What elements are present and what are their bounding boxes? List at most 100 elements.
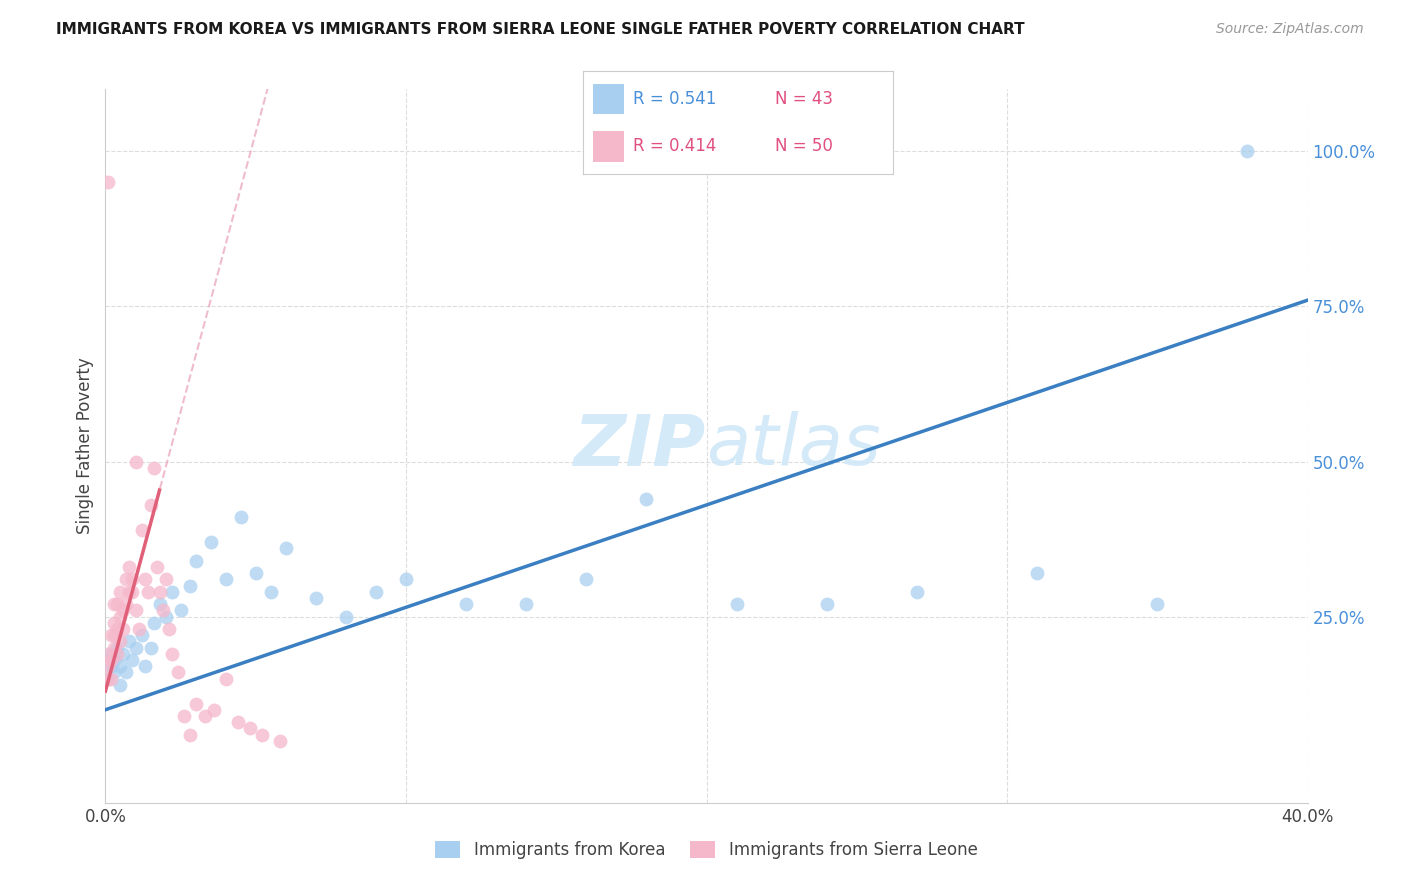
Point [179, 579, 201, 593]
Point [905, 584, 928, 599]
Point [139, 640, 162, 655]
Point [152, 603, 174, 617]
Point [166, 665, 188, 680]
Point [134, 573, 156, 587]
Point [173, 709, 195, 723]
Point [131, 628, 153, 642]
Text: R = 0.414: R = 0.414 [633, 137, 716, 155]
Point [145, 560, 167, 574]
Point [454, 597, 477, 611]
Point [160, 647, 183, 661]
Point [100, 672, 122, 686]
Point [136, 584, 159, 599]
Point [97, 647, 120, 661]
Text: N = 50: N = 50 [775, 137, 834, 155]
Point [815, 597, 838, 611]
Point [194, 709, 217, 723]
Point [110, 584, 132, 599]
Point [148, 597, 170, 611]
Point [139, 498, 162, 512]
Point [395, 573, 418, 587]
Point [124, 603, 146, 617]
Point [112, 622, 135, 636]
Point [335, 609, 357, 624]
Point [202, 703, 225, 717]
Point [1236, 145, 1258, 159]
Point [121, 573, 143, 587]
Point [110, 659, 132, 673]
Point [200, 535, 222, 549]
Point [245, 566, 267, 581]
Point [157, 622, 180, 636]
Point [103, 597, 125, 611]
Point [110, 609, 132, 624]
Point [229, 510, 252, 524]
Point [118, 634, 141, 648]
Point [515, 597, 537, 611]
Point [131, 523, 153, 537]
Point [112, 603, 135, 617]
Legend: Immigrants from Korea, Immigrants from Sierra Leone: Immigrants from Korea, Immigrants from S… [429, 834, 984, 866]
Text: atlas: atlas [707, 411, 882, 481]
Point [128, 622, 150, 636]
Point [100, 659, 122, 673]
Bar [593, 131, 624, 161]
Point [142, 615, 165, 630]
Text: IMMIGRANTS FROM KOREA VS IMMIGRANTS FROM SIERRA LEONE SINGLE FATHER POVERTY CORR: IMMIGRANTS FROM KOREA VS IMMIGRANTS FROM… [56, 22, 1025, 37]
Point [103, 665, 125, 680]
Point [97, 672, 120, 686]
Point [115, 573, 138, 587]
Point [100, 653, 122, 667]
Point [155, 573, 177, 587]
Point [112, 647, 135, 661]
Point [100, 647, 122, 661]
Point [725, 597, 748, 611]
Point [124, 454, 146, 468]
Point [155, 609, 177, 624]
Text: R = 0.541: R = 0.541 [633, 90, 716, 108]
Point [115, 665, 138, 680]
Point [636, 491, 658, 506]
Point [179, 727, 201, 741]
Point [148, 584, 170, 599]
Text: N = 43: N = 43 [775, 90, 834, 108]
Point [110, 634, 132, 648]
Y-axis label: Single Father Poverty: Single Father Poverty [76, 358, 94, 534]
Point [115, 597, 138, 611]
Point [184, 554, 207, 568]
Point [169, 603, 191, 617]
Point [1026, 566, 1049, 581]
Point [142, 460, 165, 475]
Point [184, 697, 207, 711]
Point [214, 573, 236, 587]
Text: Source: ZipAtlas.com: Source: ZipAtlas.com [1216, 22, 1364, 37]
Point [160, 584, 183, 599]
Point [96, 672, 118, 686]
Point [305, 591, 328, 605]
Point [214, 672, 236, 686]
Point [118, 560, 141, 574]
Point [118, 584, 141, 599]
Point [107, 622, 129, 636]
Point [269, 733, 291, 747]
Point [97, 175, 120, 189]
Point [121, 653, 143, 667]
Point [260, 584, 283, 599]
Point [103, 653, 125, 667]
Point [274, 541, 297, 556]
Point [103, 628, 125, 642]
Point [107, 597, 129, 611]
Point [250, 727, 273, 741]
Point [124, 640, 146, 655]
Point [1146, 597, 1168, 611]
Point [103, 640, 125, 655]
Point [107, 640, 129, 655]
Point [97, 659, 120, 673]
Point [107, 647, 129, 661]
Point [100, 628, 122, 642]
Point [575, 573, 598, 587]
Bar [593, 84, 624, 114]
Point [364, 584, 387, 599]
Point [103, 615, 125, 630]
Point [134, 659, 156, 673]
